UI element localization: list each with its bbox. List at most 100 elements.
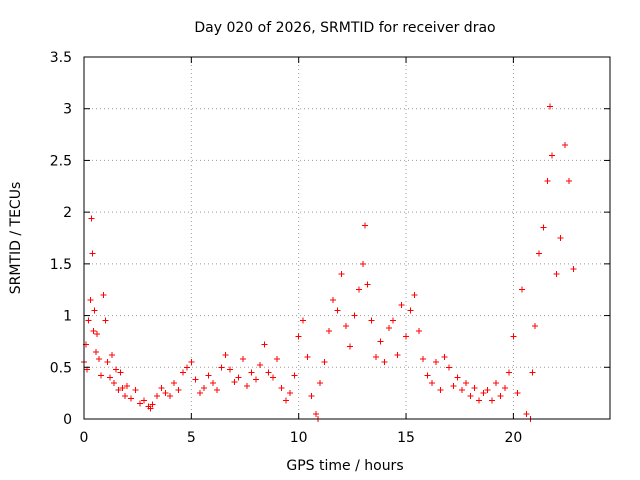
data-point <box>92 348 99 355</box>
data-point <box>381 359 388 366</box>
data-point <box>506 369 513 376</box>
data-point <box>518 286 525 293</box>
data-point <box>179 369 186 376</box>
data-point <box>471 384 478 391</box>
data-point <box>162 390 169 397</box>
data-point <box>287 390 294 397</box>
data-point <box>368 317 375 324</box>
data-point <box>321 359 328 366</box>
data-point <box>308 393 315 400</box>
data-point <box>501 384 508 391</box>
data-point <box>484 387 491 394</box>
data-point <box>454 374 461 381</box>
data-point <box>364 281 371 288</box>
data-point <box>147 405 154 412</box>
y-axis-label: SRMTID / TECUs <box>8 182 24 295</box>
data-point <box>136 400 143 407</box>
data-point <box>153 393 160 400</box>
data-point <box>115 387 122 394</box>
data-point <box>252 376 259 383</box>
y-tick-label: 1 <box>63 309 72 325</box>
data-point <box>450 382 457 389</box>
data-point <box>98 372 105 379</box>
data-point <box>441 353 448 360</box>
data-point <box>291 372 298 379</box>
data-point <box>415 328 422 335</box>
data-point <box>330 297 337 304</box>
y-tick-label: 2 <box>63 205 72 221</box>
data-point <box>104 359 111 366</box>
data-point <box>398 302 405 309</box>
data-point <box>111 379 118 386</box>
data-point <box>445 364 452 371</box>
data-point <box>325 328 332 335</box>
data-point <box>96 356 103 363</box>
data-point <box>493 379 500 386</box>
data-point <box>407 307 414 314</box>
data-point <box>132 387 139 394</box>
y-tick-label: 0.5 <box>50 360 72 376</box>
data-point <box>274 356 281 363</box>
data-point <box>196 390 203 397</box>
data-point <box>106 374 113 381</box>
data-point <box>117 369 124 376</box>
data-point <box>209 379 216 386</box>
data-point <box>360 260 367 267</box>
data-point <box>90 328 97 335</box>
data-point <box>119 384 126 391</box>
x-tick-label: 20 <box>504 430 522 446</box>
data-point <box>89 250 96 257</box>
y-tick-label: 3 <box>63 102 72 118</box>
ticks-layer <box>83 56 610 420</box>
data-point <box>205 372 212 379</box>
data-point <box>566 178 573 185</box>
data-point <box>437 387 444 394</box>
y-tick-label: 3.5 <box>50 50 72 66</box>
data-point <box>141 397 148 404</box>
data-point <box>93 331 100 338</box>
data-point <box>171 379 178 386</box>
data-point <box>317 379 324 386</box>
data-point <box>403 333 410 340</box>
x-tick-label: 10 <box>290 430 308 446</box>
data-point <box>299 317 306 324</box>
data-point <box>385 324 392 331</box>
data-point <box>257 362 264 369</box>
data-point <box>342 322 349 329</box>
data-point <box>166 393 173 400</box>
data-point <box>214 387 221 394</box>
data-point <box>347 343 354 350</box>
data-point <box>218 364 225 371</box>
data-point <box>523 410 530 417</box>
data-point <box>175 387 182 394</box>
x-axis-label: GPS time / hours <box>286 458 403 474</box>
data-point <box>184 364 191 371</box>
data-point <box>480 390 487 397</box>
data-point <box>338 271 345 278</box>
data-point <box>102 317 109 324</box>
data-point <box>536 250 543 257</box>
data-point <box>312 410 319 417</box>
data-point <box>355 286 362 293</box>
data-point <box>428 379 435 386</box>
data-point <box>377 338 384 345</box>
data-point <box>433 359 440 366</box>
data-point <box>334 307 341 314</box>
data-point <box>372 353 379 360</box>
data-point <box>188 359 195 366</box>
data-point <box>476 397 483 404</box>
data-point <box>226 366 233 373</box>
data-point <box>351 312 358 319</box>
y-tick-label: 0 <box>63 412 72 428</box>
data-point <box>248 369 255 376</box>
y-tick-label: 2.5 <box>50 153 72 169</box>
x-tick-label: 15 <box>397 430 415 446</box>
data-point <box>529 369 536 376</box>
tick-labels-layer: 0 5 10 15 20 0 0.5 1 1.5 2 2.5 3 3.5 <box>50 50 523 446</box>
data-point <box>497 393 504 400</box>
data-point <box>394 351 401 358</box>
data-point <box>239 356 246 363</box>
data-point <box>553 271 560 278</box>
